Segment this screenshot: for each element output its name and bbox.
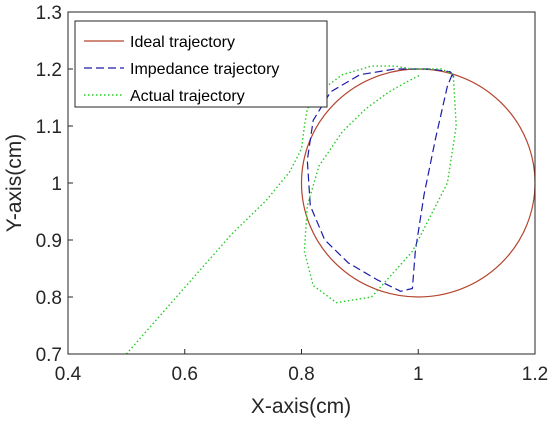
series-line-ideal-trajectory xyxy=(300,68,535,298)
y-tick-label: 1 xyxy=(51,174,62,195)
legend-label-actual: Actual trajectory xyxy=(130,88,245,105)
x-axis-label: X-axis(cm) xyxy=(251,395,351,418)
legend-box xyxy=(74,20,328,108)
tick-layer: 0.4 0.6 0.8 1 1.2 0.7 0.8 0.9 1 1.1 1.2 1.3 xyxy=(36,3,549,385)
y-tick-label: 0.8 xyxy=(36,288,62,309)
x-tick-label: 1 xyxy=(413,364,424,385)
x-tick-label: 0.6 xyxy=(172,364,198,385)
legend: Ideal trajectory Impedance trajectory Ac… xyxy=(74,20,328,108)
series-line-actual-trajectory xyxy=(125,65,457,354)
x-tick-label: 1.2 xyxy=(522,364,548,385)
series-layer xyxy=(125,65,535,354)
y-tick-label: 1.3 xyxy=(36,3,62,24)
y-axis-label: Y-axis(cm) xyxy=(3,134,26,232)
y-tick-label: 0.7 xyxy=(36,345,62,366)
x-tick-label: 0.4 xyxy=(55,364,82,385)
y-tick-label: 1.2 xyxy=(36,60,62,81)
y-tick-label: 0.9 xyxy=(36,231,62,252)
legend-label-ideal: Ideal trajectory xyxy=(130,34,235,51)
series-line-impedance-trajectory xyxy=(306,68,455,292)
y-tick-label: 1.1 xyxy=(36,117,62,138)
legend-label-impedance: Impedance trajectory xyxy=(130,61,279,78)
x-tick-label: 0.8 xyxy=(288,364,314,385)
